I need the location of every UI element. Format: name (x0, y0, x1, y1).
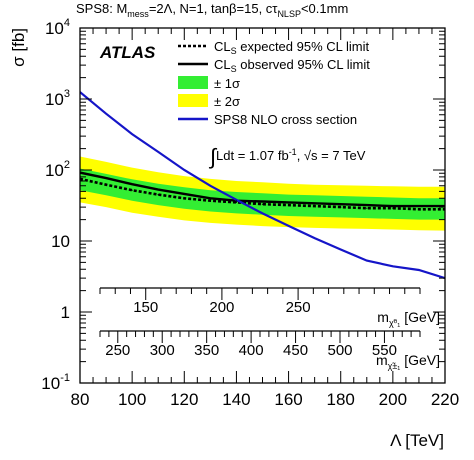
data-point (418, 205, 420, 207)
data-point (105, 113, 107, 115)
x-axis: 80 100 120 140 160 180 200 220 (71, 28, 459, 409)
data-point (235, 201, 237, 203)
data-point (314, 237, 316, 239)
x-tick-label: 140 (222, 390, 250, 409)
mass-axis-title: mχ̃±₁ [GeV] (376, 352, 440, 371)
mass-tick-label: 300 (150, 342, 175, 359)
data-point (392, 265, 394, 267)
x-tick-label: 220 (431, 390, 459, 409)
data-point (209, 185, 211, 187)
legend-expected-label: CLS expected 95% CL limit (214, 39, 369, 56)
y-axis-title: σ [fb] (9, 28, 28, 67)
x-tick-label: 120 (170, 390, 198, 409)
data-point (366, 260, 368, 262)
data-point (340, 206, 342, 208)
mass-tick-label: 150 (133, 299, 158, 316)
expected-limit-line (80, 177, 445, 211)
data-point (366, 207, 368, 209)
data-point (288, 204, 290, 206)
data-point (157, 189, 159, 191)
data-point (314, 202, 316, 204)
x-axis-title: Λ [TeV] (390, 431, 444, 450)
experiment-label: ATLAS (99, 43, 156, 62)
y-tick-label: 104 (45, 17, 70, 38)
data-point (340, 203, 342, 205)
luminosity-label: ∫Ldt = 1.07 fb-1, √s = 7 TeV (208, 144, 366, 169)
data-point (131, 133, 133, 135)
data-point (131, 183, 133, 185)
mass-tick-label: 400 (239, 342, 264, 359)
legend-band2-swatch (178, 94, 208, 107)
legend-nlo-label: SPS8 NLO cross section (214, 112, 357, 127)
data-point (261, 200, 264, 203)
y-tick-label: 1 (61, 303, 70, 322)
data-point (235, 200, 237, 202)
mass-axes: 150 200 250 mχ̃⁰₁ [GeV] 250 300 350 400 450 500 55… (99, 287, 440, 371)
x-tick-label: 160 (274, 390, 302, 409)
mass-tick-label: 500 (327, 342, 352, 359)
data-point (261, 203, 264, 205)
data-point (183, 169, 185, 171)
data-point (183, 193, 185, 195)
x-tick-label: 200 (379, 390, 407, 409)
data-point (209, 197, 211, 199)
mass-tick-label: 200 (209, 299, 234, 316)
x-tick-label: 80 (71, 390, 90, 409)
mass-tick-label: 250 (286, 299, 311, 316)
data-point (288, 201, 290, 203)
y-tick-label: 10 (51, 232, 70, 251)
data-point (288, 225, 290, 227)
data-point (392, 207, 394, 209)
chart-header: SPS8: Mmess=2Λ, N=1, tanβ=15, cτNLSP<0.1… (76, 1, 348, 19)
data-point (340, 248, 342, 251)
uncertainty-bands (80, 156, 445, 231)
legend-observed-label: CLS observed 95% CL limit (214, 57, 370, 74)
legend-band1-swatch (178, 76, 208, 89)
mass-tick-label: 550 (372, 342, 397, 359)
data-point (235, 199, 237, 201)
data-point (131, 189, 133, 191)
data-point (105, 184, 107, 186)
integral-sign: ∫ (208, 144, 218, 169)
data-point (105, 177, 107, 179)
data-point (314, 205, 316, 207)
y-tick-label: 10-1 (41, 372, 70, 393)
x-tick-label: 180 (327, 390, 355, 409)
x-tick-label: 100 (118, 390, 146, 409)
data-point (366, 204, 368, 206)
data-point (157, 194, 159, 196)
y-tick-label: 102 (45, 159, 70, 180)
data-point (392, 205, 394, 207)
data-point (418, 208, 420, 210)
data-point (209, 200, 211, 202)
y-tick-label: 103 (45, 88, 70, 109)
y-axis: 10-1 1 10 102 103 104 (41, 17, 445, 393)
limit-curves (80, 91, 445, 280)
mass-axis-title: mχ̃⁰₁ [GeV] (377, 309, 440, 328)
legend-band2-label: ± 2σ (214, 94, 240, 109)
data-point (261, 212, 264, 214)
legend-band1-label: ± 1σ (214, 76, 240, 91)
data-point (183, 197, 185, 199)
legend: CLS expected 95% CL limit CLS observed 9… (178, 39, 370, 127)
mass-tick-label: 350 (194, 342, 219, 359)
mass-tick-label: 250 (105, 342, 130, 359)
data-point (157, 151, 159, 153)
data-point (418, 269, 420, 271)
mass-tick-label: 450 (283, 342, 308, 359)
